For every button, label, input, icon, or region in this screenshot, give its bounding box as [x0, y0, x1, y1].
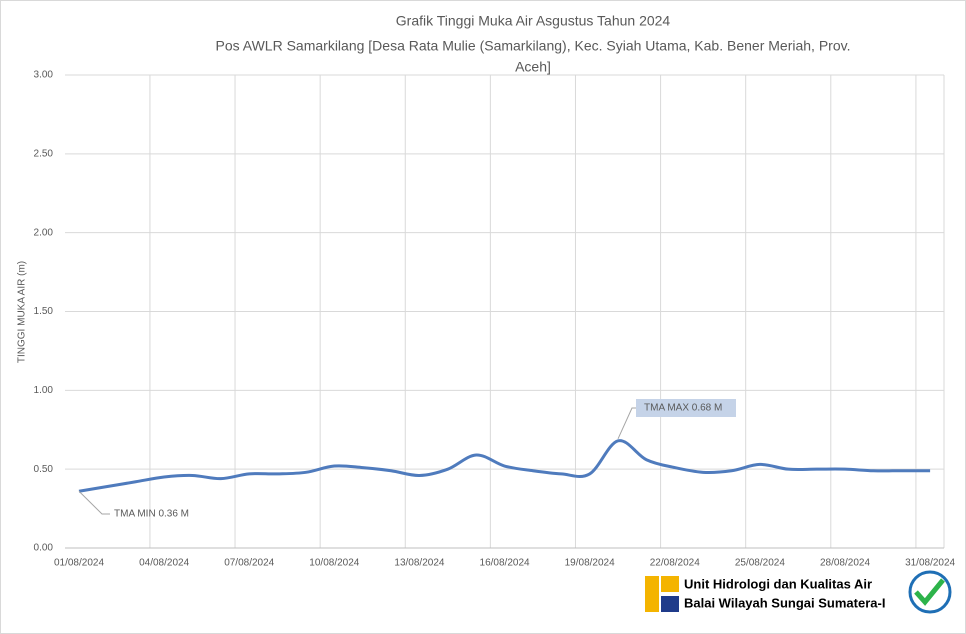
data-line	[78, 439, 931, 493]
y-tick-label: 0.00	[34, 543, 54, 554]
annotation-box	[636, 399, 736, 417]
annotation: TMA MAX 0.68 M	[644, 403, 722, 414]
certified-logo	[908, 570, 952, 614]
x-tick-label: 01/08/2024	[54, 558, 104, 569]
x-tick-label: 16/08/2024	[480, 558, 530, 569]
x-tick-label: 19/08/2024	[565, 558, 615, 569]
x-tick-label: 07/08/2024	[224, 558, 274, 569]
footer-text: Balai Wilayah Sungai Sumatera-I	[684, 595, 885, 610]
x-tick-label: 10/08/2024	[309, 558, 359, 569]
chart-subtitle: Pos AWLR Samarkilang [Desa Rata Mulie (S…	[216, 38, 851, 54]
chart-title: Grafik Tinggi Muka Air Asgustus Tahun 20…	[396, 13, 671, 29]
chart-subtitle: Aceh]	[515, 59, 551, 75]
y-tick-label: 0.50	[34, 464, 54, 475]
x-tick-label: 25/08/2024	[735, 558, 785, 569]
annotation-leader	[78, 490, 110, 515]
x-tick-label: 28/08/2024	[820, 558, 870, 569]
footer-text: Unit Hidrologi dan Kualitas Air	[684, 576, 872, 591]
y-tick-label: 3.00	[34, 70, 54, 81]
y-tick-label: 2.50	[34, 148, 54, 159]
y-tick-label: 1.00	[34, 385, 54, 396]
annotation: TMA MIN 0.36 M	[114, 509, 189, 520]
y-axis-label: TINGGI MUKA AIR (m)	[17, 261, 28, 363]
y-tick-label: 2.00	[34, 227, 54, 238]
pu-logo	[645, 576, 679, 612]
x-tick-label: 04/08/2024	[139, 558, 189, 569]
x-tick-label: 22/08/2024	[650, 558, 700, 569]
y-tick-label: 1.50	[34, 306, 54, 317]
x-tick-label: 31/08/2024	[905, 558, 955, 569]
x-tick-label: 13/08/2024	[394, 558, 444, 569]
